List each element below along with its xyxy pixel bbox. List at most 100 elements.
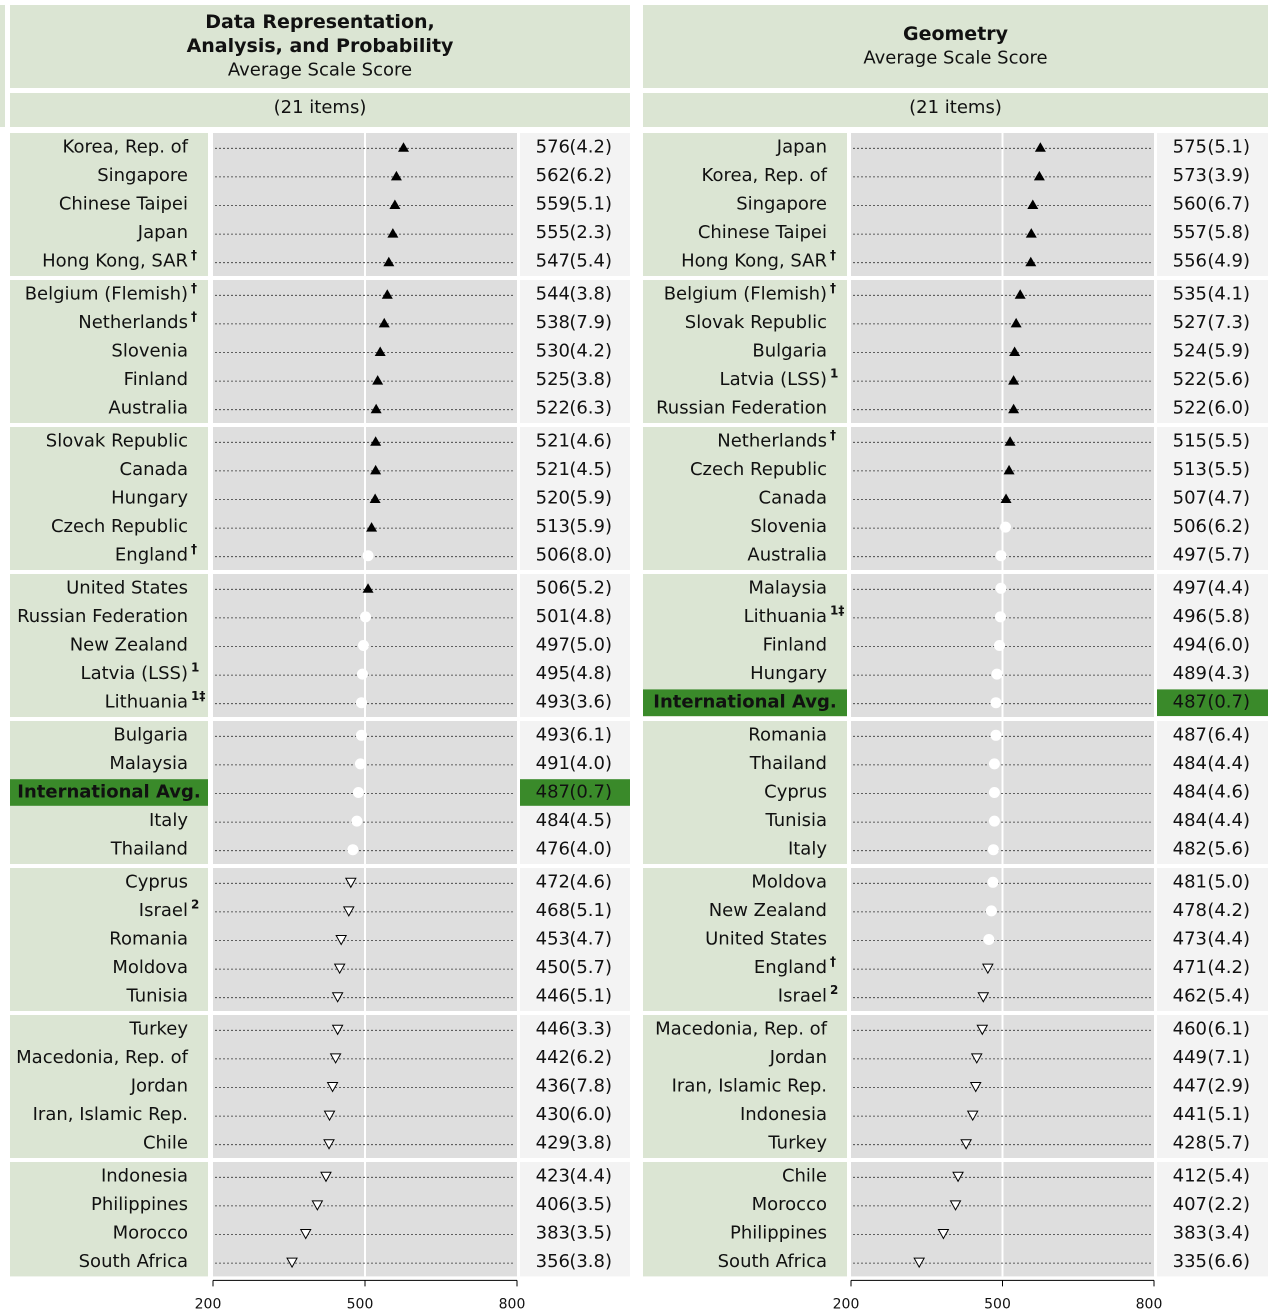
standard-error: (4.4) xyxy=(569,1165,612,1186)
score: 436 xyxy=(536,1076,570,1097)
standard-error: (5.2) xyxy=(569,577,612,598)
standard-error: (5.9) xyxy=(1207,341,1250,362)
score: 473 xyxy=(1173,929,1207,950)
score: 525 xyxy=(536,369,570,390)
standard-error: (4.2) xyxy=(569,341,612,362)
standard-error: (3.4) xyxy=(1207,1223,1250,1244)
standard-error: (7.8) xyxy=(569,1076,612,1097)
marker-above xyxy=(1034,142,1046,152)
number-bg xyxy=(1157,1015,1268,1158)
marker-similar xyxy=(988,758,1000,770)
marker-similar xyxy=(995,550,1007,562)
score: 535 xyxy=(1173,283,1207,304)
country-label: Tunisia xyxy=(765,810,828,831)
marker-above xyxy=(1014,289,1026,299)
country-label: Turkey xyxy=(767,1133,827,1154)
marker-above xyxy=(1027,199,1039,209)
footnote-mark: † xyxy=(191,248,197,262)
number-bg xyxy=(1157,721,1268,864)
country-label: Thailand xyxy=(110,839,188,860)
marker-above xyxy=(383,256,395,267)
label-bg xyxy=(643,280,847,423)
score: 356 xyxy=(536,1251,570,1272)
country-label: England xyxy=(115,545,188,566)
country-label: Iran, Islamic Rep. xyxy=(672,1076,827,1097)
score: 484 xyxy=(1173,810,1207,831)
standard-error: (6.0) xyxy=(569,1104,612,1125)
standard-error: (6.1) xyxy=(1207,1018,1250,1039)
country-label: Bulgaria xyxy=(113,724,188,745)
score: 407 xyxy=(1173,1194,1207,1215)
marker-similar xyxy=(356,668,368,680)
marker-below xyxy=(977,992,990,1003)
standard-error: (3.9) xyxy=(1207,165,1250,186)
country-label: Singapore xyxy=(736,194,827,215)
country-label: Turkey xyxy=(128,1018,188,1039)
marker-above xyxy=(369,493,381,503)
marker-below xyxy=(331,992,344,1003)
marker-above xyxy=(372,375,384,385)
country-label: Slovenia xyxy=(111,341,188,362)
country-label: Jordan xyxy=(769,1047,827,1068)
marker-above xyxy=(1004,436,1016,446)
standard-error: (5.7) xyxy=(1207,1133,1250,1154)
score: 484 xyxy=(536,810,570,831)
marker-below xyxy=(970,1053,983,1064)
country-label: Finland xyxy=(124,369,188,390)
number-bg xyxy=(520,1162,630,1277)
standard-error: (4.2) xyxy=(1207,900,1250,921)
standard-error: (8.0) xyxy=(569,545,612,566)
standard-error: (5.1) xyxy=(569,900,612,921)
label-bg xyxy=(643,721,847,864)
standard-error: (5.0) xyxy=(1207,871,1250,892)
country-label: Philippines xyxy=(730,1223,827,1244)
standard-error: (4.6) xyxy=(569,430,612,451)
label-bg xyxy=(643,1162,847,1277)
score: 429 xyxy=(536,1133,570,1154)
score: 538 xyxy=(536,312,570,333)
marker-above xyxy=(1008,403,1020,414)
country-label: International Avg. xyxy=(17,782,200,803)
country-label: Cyprus xyxy=(764,782,827,803)
label-bg xyxy=(643,427,847,570)
marker-above xyxy=(370,403,382,414)
number-bg xyxy=(1157,133,1268,276)
country-label: Slovak Republic xyxy=(46,430,188,451)
left-edge xyxy=(0,5,5,127)
x-tick-label: 200 xyxy=(833,1296,860,1312)
standard-error: (6.2) xyxy=(569,165,612,186)
country-label: Australia xyxy=(108,398,188,419)
score: 460 xyxy=(1173,1018,1207,1039)
country-label: Belgium (Flemish) xyxy=(25,283,188,304)
number-bg xyxy=(1157,427,1268,570)
standard-error: (5.6) xyxy=(1207,369,1250,390)
marker-above xyxy=(381,289,393,299)
score: 522 xyxy=(1173,369,1207,390)
country-label: Belgium (Flemish) xyxy=(664,283,827,304)
standard-error: (4.8) xyxy=(569,663,612,684)
score: 468 xyxy=(536,900,570,921)
score: 476 xyxy=(536,839,570,860)
highlight-label-bg xyxy=(10,779,208,806)
country-label: Chile xyxy=(782,1165,827,1186)
marker-above xyxy=(390,170,402,181)
marker-similar xyxy=(352,787,364,798)
country-label: Italy xyxy=(788,839,827,860)
score: 471 xyxy=(1173,957,1207,978)
score: 428 xyxy=(1173,1133,1207,1154)
marker-below xyxy=(969,1082,982,1093)
country-label: South Africa xyxy=(718,1251,827,1272)
country-label: New Zealand xyxy=(709,900,827,921)
marker-above xyxy=(1010,317,1022,328)
label-bg xyxy=(643,133,847,276)
country-label: New Zealand xyxy=(70,635,188,656)
footnote-mark: 1‡ xyxy=(830,603,844,617)
score: 446 xyxy=(536,986,570,1007)
score: 576 xyxy=(536,136,570,157)
score: 560 xyxy=(1173,194,1207,215)
country-label: Morocco xyxy=(113,1223,188,1244)
country-label: Hungary xyxy=(111,488,188,509)
score: 506 xyxy=(1173,516,1207,537)
number-bg xyxy=(520,427,630,570)
country-label: Hong Kong, SAR xyxy=(681,251,827,272)
